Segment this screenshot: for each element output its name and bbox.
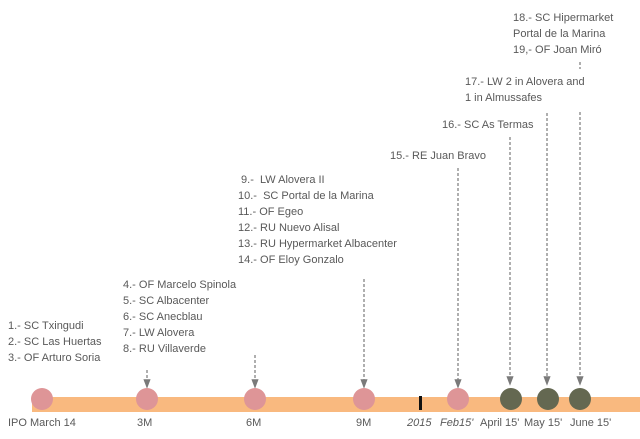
list-item: 2.- SC Las Huertas: [8, 336, 102, 348]
group-ipo: 1.- SC Txingudi 2.- SC Las Huertas 3.- O…: [8, 318, 102, 366]
year-marker: [419, 396, 422, 410]
group-feb15: 15.- RE Juan Bravo: [390, 148, 486, 164]
group-3m: 4.- OF Marcelo Spinola 5.- SC Albacenter…: [123, 277, 236, 357]
list-item: 14.- OF Eloy Gonzalo: [238, 254, 344, 266]
label-9m: 9M: [356, 417, 372, 429]
list-item: 5.- SC Albacenter: [123, 295, 210, 307]
milestone-dot: [244, 388, 266, 410]
milestone-dot: [537, 388, 559, 410]
list-item: 17.- LW 2 in Alovera and: [465, 76, 585, 88]
list-item: 10.- SC Portal de la Marina: [238, 190, 374, 202]
list-item: 4.- OF Marcelo Spinola: [123, 279, 237, 291]
list-item: 1 in Almussafes: [465, 92, 543, 104]
label-june15: June 15': [570, 417, 612, 429]
label-may15: May 15': [524, 417, 563, 429]
list-item: 1.- SC Txingudi: [8, 320, 84, 332]
milestone-dot: [353, 388, 375, 410]
milestone-dot: [447, 388, 469, 410]
list-item: 3.- OF Arturo Soria: [8, 352, 101, 364]
list-item: 12.- RU Nuevo Alisal: [238, 222, 340, 234]
milestone-dot: [31, 388, 53, 410]
group-june15: 18.- SC Hipermarket Portal de la Marina …: [513, 10, 613, 58]
milestone-dot: [500, 388, 522, 410]
label-ipo: IPO March 14: [8, 417, 76, 429]
group-april15: 16.- SC As Termas: [442, 117, 534, 133]
list-item: 15.- RE Juan Bravo: [390, 150, 486, 162]
list-item: 11.- OF Egeo: [238, 206, 304, 218]
label-3m: 3M: [137, 417, 153, 429]
list-item: 18.- SC Hipermarket: [513, 12, 614, 24]
milestone-dot: [136, 388, 158, 410]
list-item: 8.- RU Villaverde: [123, 343, 206, 355]
list-item: 13.- RU Hypermarket Albacenter: [238, 238, 397, 250]
list-item: 7.- LW Alovera: [123, 327, 195, 339]
list-item: 19,- OF Joan Miró: [513, 44, 602, 56]
group-may15: 17.- LW 2 in Alovera and 1 in Almussafes: [465, 74, 585, 106]
list-item: Portal de la Marina: [513, 28, 606, 40]
group-6m: 9.- LW Alovera II 10.- SC Portal de la M…: [238, 172, 397, 268]
label-2015: 2015: [407, 417, 432, 429]
label-feb15: Feb15': [440, 417, 474, 429]
milestone-dot: [569, 388, 591, 410]
label-6m: 6M: [246, 417, 262, 429]
timeline-bar: [32, 397, 640, 412]
list-item: 16.- SC As Termas: [442, 119, 534, 131]
list-item: 6.- SC Anecblau: [123, 311, 203, 323]
list-item: 9.- LW Alovera II: [238, 174, 325, 186]
label-april15: April 15': [480, 417, 520, 429]
